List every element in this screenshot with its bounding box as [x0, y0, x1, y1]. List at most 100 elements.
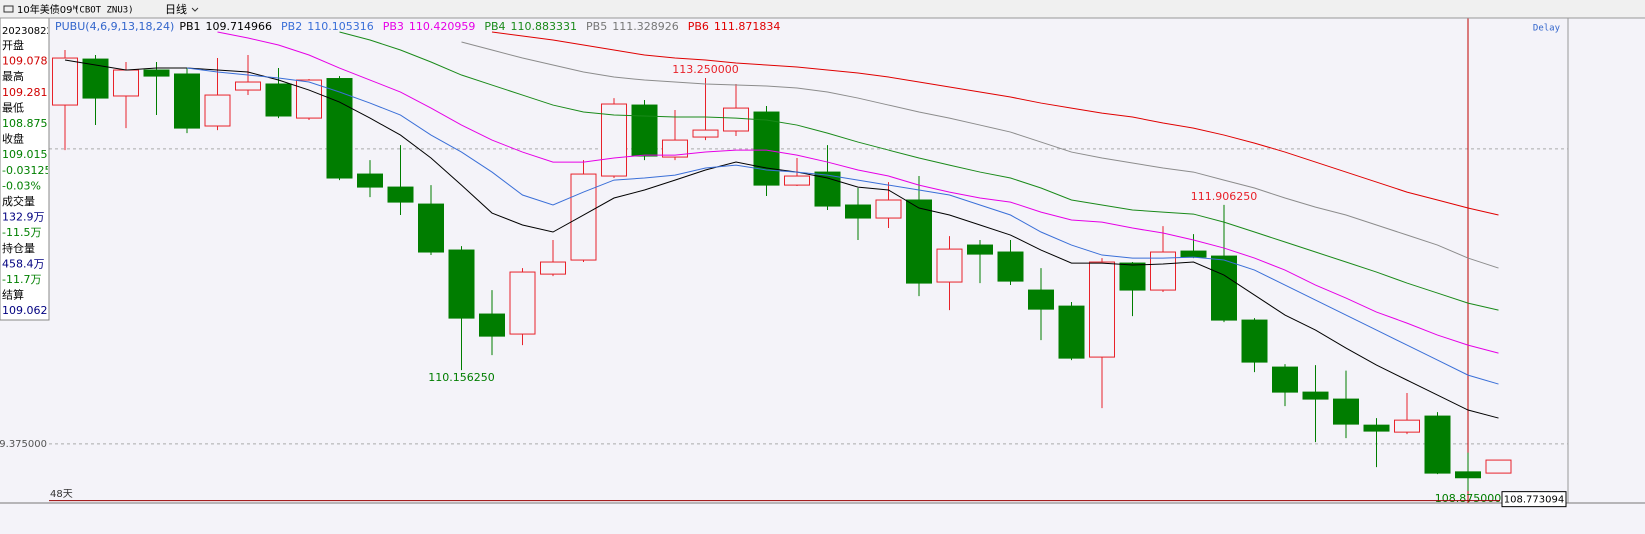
legend-name: PB5 [586, 20, 607, 33]
candle-body [1333, 398, 1359, 425]
candle-body [875, 199, 902, 219]
sidebar-item: -0.03% [2, 179, 41, 192]
sidebar-item: 结算 [2, 288, 24, 302]
candle-body [387, 186, 414, 203]
sidebar-item: 108.8750 [2, 117, 55, 130]
period-dropdown-arrow[interactable] [191, 7, 199, 12]
legend-value: 111.871834 [714, 20, 780, 33]
sidebar-panel [0, 17, 50, 321]
candle-body [1028, 289, 1054, 310]
candle-body [1302, 391, 1329, 400]
legend-name: PB3 [383, 20, 404, 33]
ma-line [186, 67, 1499, 385]
extreme-label: 113.250000 [672, 63, 738, 76]
candle-body [265, 83, 292, 117]
candle-body [662, 139, 688, 158]
extreme-label: 111.906250 [1191, 190, 1257, 203]
sidebar-item: -0.03125 [2, 164, 51, 177]
candle-body [82, 58, 109, 99]
candle-body [235, 81, 261, 91]
candle-body [570, 173, 597, 261]
sidebar-item: 109.0625 [2, 304, 55, 317]
legend-indicator: PUBU(4,6,9,13,18,24) [55, 20, 174, 33]
sidebar-item: -11.7万 [2, 273, 41, 286]
candle-body [1272, 366, 1298, 393]
sidebar-item: 最低 [2, 101, 24, 114]
last-price-label: 108.773094 [1504, 495, 1564, 506]
period-selector[interactable]: 日线 [165, 2, 187, 16]
candle-body [753, 111, 780, 186]
candle-body [845, 204, 871, 219]
candle-body [784, 175, 810, 186]
candle-body [1211, 255, 1237, 321]
candle-body [692, 129, 719, 138]
candle-body [1485, 459, 1512, 474]
candle-body [479, 313, 505, 337]
ma-line [64, 59, 1499, 419]
candle-body [601, 103, 627, 177]
candle-body [540, 261, 566, 275]
extreme-label: 108.875000 [1435, 492, 1501, 505]
candle-body [814, 171, 841, 207]
candle-body [967, 244, 993, 255]
candle-body [936, 248, 963, 283]
candle-body [113, 69, 139, 97]
sidebar-item: 458.4万 [2, 257, 45, 270]
candle-body [1424, 415, 1451, 474]
candle-body [143, 69, 170, 77]
instrument-symbol: (CBOT ZNU3) [74, 6, 134, 16]
header-bar [0, 0, 1645, 18]
ma-line [217, 31, 1499, 354]
legend-value: 110.105316 [307, 20, 373, 33]
candle-body [1058, 305, 1085, 359]
candle-body [1394, 419, 1420, 433]
candle-body [906, 199, 932, 284]
candle-body [997, 251, 1024, 282]
candle-body [326, 78, 353, 179]
sidebar-item: 持仓量 [2, 241, 35, 255]
sidebar-item: -11.5万 [2, 226, 41, 239]
sidebar-item: 开盘 [2, 38, 24, 52]
legend-value: 110.883331 [511, 20, 577, 33]
legend-value: 111.328926 [612, 20, 678, 33]
window-icon[interactable] [3, 5, 14, 13]
legend-name: PB6 [688, 20, 709, 33]
sidebar-item: 收盘 [2, 132, 24, 146]
candle-body [357, 173, 383, 188]
candle-body [1119, 262, 1146, 291]
bar-count: 48天 [50, 489, 73, 500]
instrument-title[interactable]: 10年美债09ᴹ [17, 3, 78, 16]
ma-line [461, 41, 1499, 269]
legend-value: 110.420959 [409, 20, 475, 33]
plot: 109.375000112.500000113.250000111.906250… [0, 18, 1645, 508]
ma-line [339, 31, 1499, 311]
sidebar-item: 109.0781 [2, 55, 55, 68]
legend-name: PB1 [179, 20, 200, 33]
candle-body [1241, 319, 1268, 363]
candle-body [418, 203, 444, 253]
y-tick-label: 109.375000 [0, 439, 47, 450]
sidebar-item: 最高 [2, 69, 24, 83]
sidebar-item: 109.0156 [2, 148, 55, 161]
delay-label: Delay [1533, 24, 1561, 34]
legend-name: PB2 [281, 20, 302, 33]
candle-body [1455, 471, 1481, 479]
candle-body [1089, 261, 1115, 358]
candle-body [509, 271, 536, 335]
extreme-label: 110.156250 [428, 371, 494, 384]
last-price-box [1501, 491, 1567, 508]
candle-body [296, 79, 322, 119]
candle-body [631, 104, 658, 157]
candle-body [174, 73, 200, 129]
header: 10年美债09ᴹ (CBOT ZNU3) 日线 [0, 0, 1645, 19]
ma-line [491, 31, 1499, 216]
candle-body [448, 249, 475, 319]
candle-body [1363, 424, 1390, 432]
candle-body [204, 94, 231, 127]
legend-name: PB4 [484, 20, 505, 33]
